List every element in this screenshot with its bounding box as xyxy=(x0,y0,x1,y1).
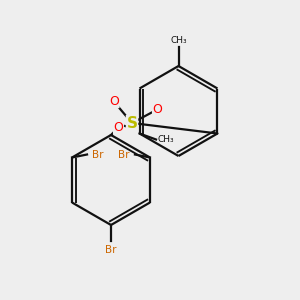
Text: CH₃: CH₃ xyxy=(158,135,174,144)
Text: O: O xyxy=(109,94,119,108)
Text: Br: Br xyxy=(118,149,130,160)
Text: O: O xyxy=(153,103,162,116)
Text: Br: Br xyxy=(92,149,103,160)
Text: O: O xyxy=(114,121,123,134)
Text: S: S xyxy=(127,116,137,130)
Text: Br: Br xyxy=(105,245,117,255)
Text: CH₃: CH₃ xyxy=(170,36,187,45)
